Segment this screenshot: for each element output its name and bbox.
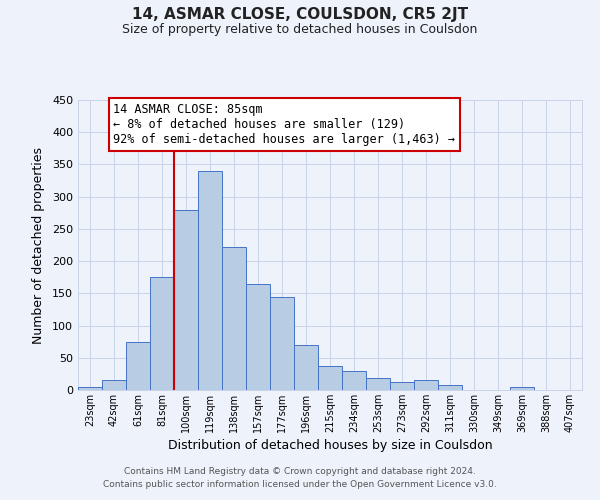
Bar xyxy=(102,380,126,390)
Bar xyxy=(126,342,150,390)
Bar xyxy=(438,386,462,390)
Bar xyxy=(510,388,534,390)
Bar xyxy=(390,382,414,390)
Bar xyxy=(294,345,318,390)
Bar xyxy=(78,388,102,390)
Bar xyxy=(174,210,198,390)
Text: Contains public sector information licensed under the Open Government Licence v3: Contains public sector information licen… xyxy=(103,480,497,489)
Bar xyxy=(270,296,294,390)
Bar xyxy=(222,247,246,390)
Y-axis label: Number of detached properties: Number of detached properties xyxy=(32,146,45,344)
Text: Contains HM Land Registry data © Crown copyright and database right 2024.: Contains HM Land Registry data © Crown c… xyxy=(124,467,476,476)
Bar xyxy=(414,380,438,390)
Text: 14, ASMAR CLOSE, COULSDON, CR5 2JT: 14, ASMAR CLOSE, COULSDON, CR5 2JT xyxy=(132,8,468,22)
Bar xyxy=(366,378,390,390)
Bar xyxy=(246,284,270,390)
Bar xyxy=(342,370,366,390)
Bar xyxy=(150,277,174,390)
X-axis label: Distribution of detached houses by size in Coulsdon: Distribution of detached houses by size … xyxy=(167,439,493,452)
Bar xyxy=(318,366,342,390)
Text: 14 ASMAR CLOSE: 85sqm
← 8% of detached houses are smaller (129)
92% of semi-deta: 14 ASMAR CLOSE: 85sqm ← 8% of detached h… xyxy=(113,103,455,146)
Bar xyxy=(198,171,222,390)
Text: Size of property relative to detached houses in Coulsdon: Size of property relative to detached ho… xyxy=(122,22,478,36)
